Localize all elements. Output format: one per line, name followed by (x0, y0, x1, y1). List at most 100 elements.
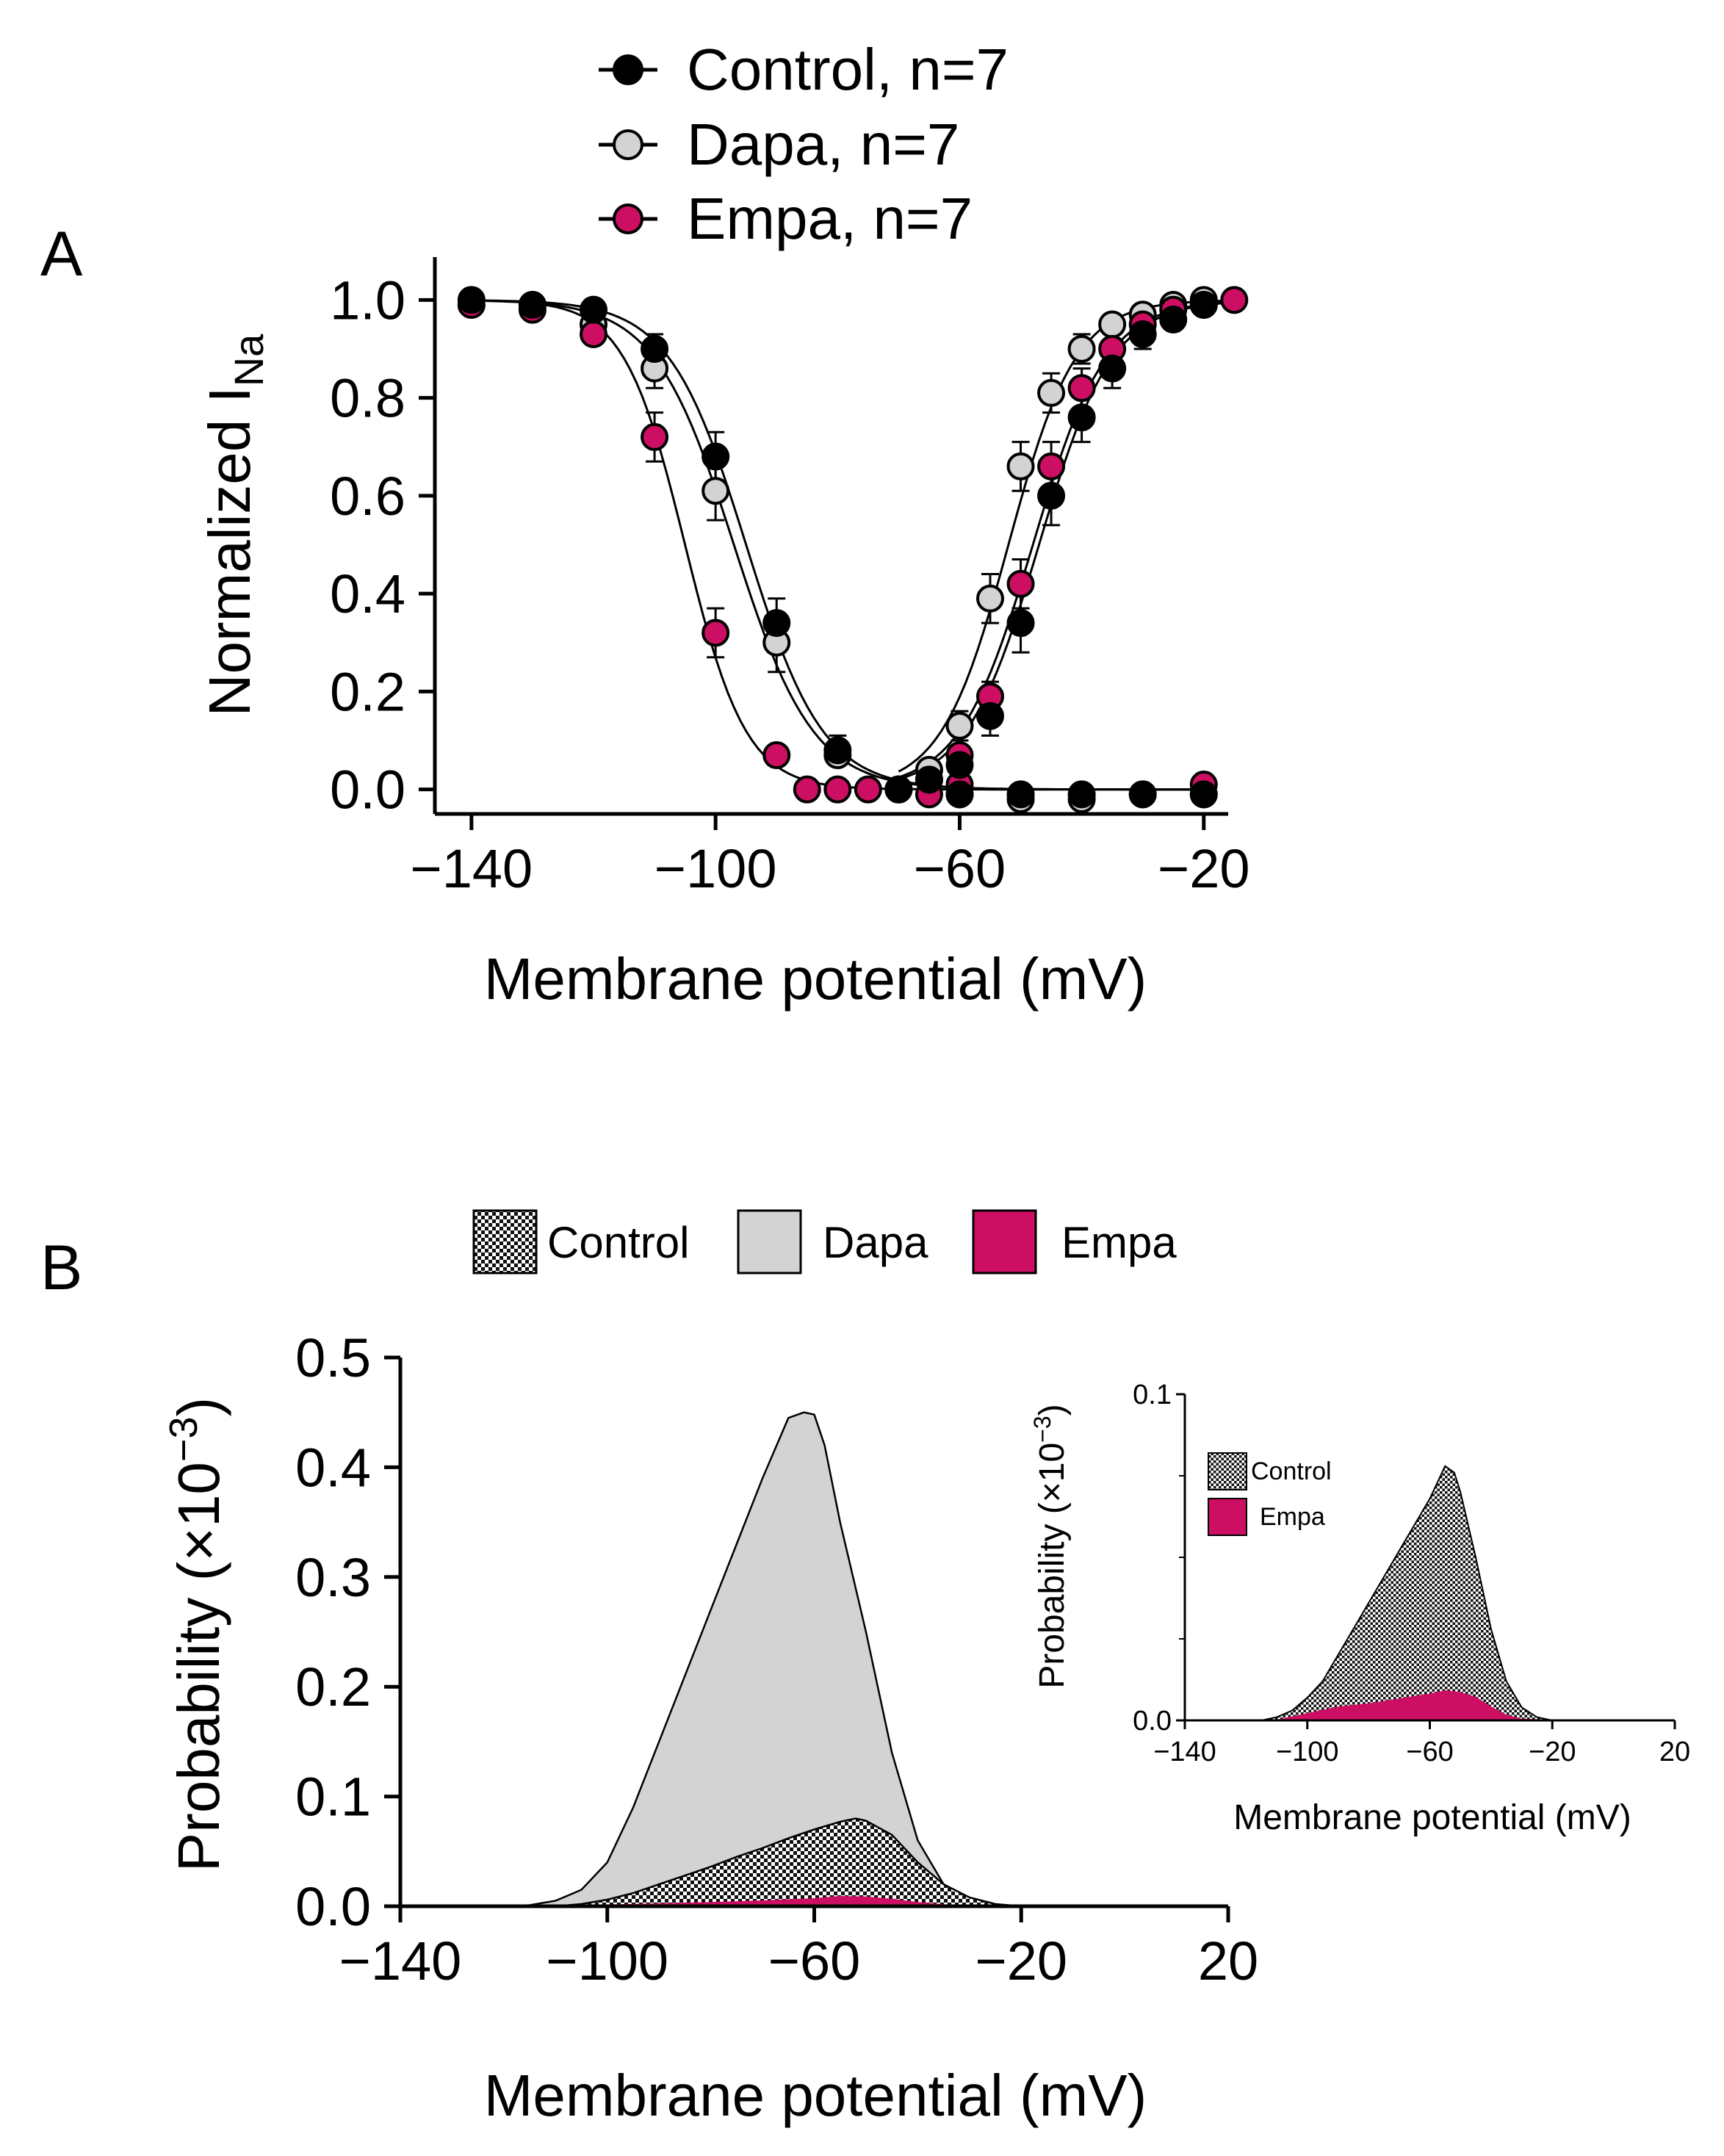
legend-b-control-swatch (472, 1209, 538, 1275)
point-control-inactivation (701, 442, 730, 471)
point-empa-inactivation (701, 619, 730, 647)
point-control-inactivation (884, 775, 913, 804)
legend-inset-empa-label: Empa (1260, 1503, 1325, 1531)
point-control-inactivation (580, 295, 607, 324)
x-tick-label-a: −140 (411, 838, 533, 899)
area-control-inset (1185, 1465, 1675, 1721)
x-tick-label-inset: −20 (1529, 1737, 1576, 1767)
x-tick-label-b: −60 (768, 1930, 861, 1991)
legend-a-empa: Empa, n=7 (599, 186, 973, 251)
point-control-inactivation (945, 780, 974, 809)
point-dapa-activation (945, 712, 974, 740)
y-tick-label-b: 0.4 (295, 1437, 371, 1498)
tick-labels-b: −140 −100 −60 −20 20 0.0 0.1 0.2 0.3 0.4 0.5 (295, 1327, 1258, 1991)
point-control-inactivation (1189, 780, 1218, 809)
point-empa-activation (1037, 452, 1066, 480)
legend-a-empa-marker (613, 203, 643, 234)
y-tick-label-inset: 0.1 (1133, 1380, 1172, 1410)
y-axis-title-inset-main: Probability (×10 (1033, 1443, 1072, 1689)
legend-b-control: Control (472, 1209, 689, 1275)
fit-curve-inactivation-control (471, 299, 1204, 791)
x-axis-title-b: Membrane potential (mV) (484, 2063, 1147, 2128)
y-axis-title-b-main: Probability (×10 (166, 1462, 231, 1872)
point-dapa-inactivation (701, 477, 730, 505)
y-tick-label-b: 0.0 (295, 1876, 371, 1937)
panel-b: B Control Dapa Empa −140 −100 −60 −20 20 0.0 0… (40, 1209, 1690, 2128)
axes-inset (1176, 1393, 1676, 1729)
y-axis-title-inset-close: ) (1033, 1404, 1072, 1416)
legend-a: Control, n=7 Dapa, n=7 Empa, n=7 (599, 37, 1009, 251)
legend-a-dapa: Dapa, n=7 (599, 112, 959, 177)
point-control-activation (976, 702, 1004, 730)
point-control-activation (945, 751, 974, 779)
x-tick-label-a: −60 (914, 838, 1006, 899)
legend-b-empa-label: Empa (1061, 1218, 1177, 1267)
x-axis-title-inset: Membrane potential (mV) (1233, 1798, 1631, 1837)
x-tick-label-inset: 20 (1659, 1737, 1690, 1767)
fit-curve-inactivation-dapa (471, 299, 1204, 791)
point-empa-activation (1220, 286, 1249, 314)
y-axis-title-inset-exp: −3 (1029, 1416, 1056, 1442)
y-tick-label-b: 0.3 (295, 1547, 371, 1608)
x-tick-label-a: −100 (654, 838, 777, 899)
point-control-inactivation (1128, 780, 1157, 809)
point-control-inactivation (457, 286, 486, 314)
fit-curve-inactivation-empa (471, 299, 1204, 791)
point-control-activation (1037, 481, 1066, 510)
legend-a-dapa-marker (613, 129, 643, 160)
legend-b: Control Dapa Empa (472, 1209, 1177, 1275)
y-tick-label-a: 0.0 (330, 760, 405, 821)
tick-labels-a: −140 −100 −60 −20 0.0 0.2 0.4 0.6 0.8 1.0 (330, 270, 1249, 899)
point-empa-inactivation (823, 775, 852, 804)
y-tick-label-a: 0.4 (330, 563, 405, 624)
legend-b-control-label: Control (547, 1218, 689, 1267)
legend-b-dapa: Dapa (737, 1209, 928, 1275)
data-points-a (457, 286, 1249, 814)
tick-labels-inset: −140 −100 −60 −20 20 0.0 0.1 (1133, 1380, 1690, 1767)
areas-b (400, 1411, 1228, 1908)
point-empa-activation (1067, 374, 1096, 403)
y-tick-label-b: 0.1 (295, 1767, 371, 1828)
y-tick-label-b: 0.5 (295, 1327, 371, 1388)
point-control-activation (1098, 354, 1127, 383)
y-tick-label-a: 0.8 (330, 368, 405, 429)
point-control-inactivation (518, 290, 547, 319)
point-control-inactivation (1067, 780, 1096, 809)
x-tick-label-b: −100 (546, 1930, 668, 1991)
legend-inset-control-label: Control (1251, 1457, 1332, 1485)
fit-curve-activation-dapa (898, 299, 1235, 773)
y-axis-title-a: Normalized INa (197, 334, 272, 716)
legend-a-empa-label: Empa, n=7 (687, 186, 973, 251)
legend-a-control: Control, n=7 (599, 37, 1009, 102)
legend-inset-control-swatch (1208, 1452, 1247, 1490)
inset-chart: −140 −100 −60 −20 20 0.0 0.1 Control Empa Memb… (1029, 1380, 1690, 1837)
axes-b (384, 1355, 1230, 1922)
legend-a-control-marker (613, 54, 643, 85)
legend-b-empa: Empa (972, 1209, 1177, 1275)
y-axis-title-a-sub: Na (226, 334, 272, 386)
legend-b-empa-swatch (972, 1209, 1037, 1275)
point-control-activation (915, 765, 943, 794)
x-tick-label-b: −20 (975, 1930, 1067, 1991)
point-dapa-activation (1067, 334, 1096, 363)
y-axis-title-a-main: Normalized I (197, 386, 262, 716)
legend-inset-empa-swatch (1208, 1498, 1247, 1536)
point-control-activation (1006, 609, 1035, 638)
point-control-activation (1128, 320, 1157, 348)
x-tick-label-inset: −60 (1406, 1737, 1453, 1767)
legend-a-control-label: Control, n=7 (687, 37, 1009, 102)
point-empa-inactivation (641, 422, 669, 451)
point-empa-inactivation (762, 741, 791, 770)
x-tick-label-inset: −100 (1276, 1737, 1339, 1767)
panel-b-label: B (40, 1233, 82, 1303)
y-axis-title-inset: Probability (×10−3) (1029, 1404, 1072, 1688)
area-empa-inset (1185, 1690, 1675, 1721)
legend-a-dapa-label: Dapa, n=7 (687, 112, 959, 177)
y-tick-label-inset: 0.0 (1133, 1706, 1172, 1737)
point-dapa-activation (1006, 452, 1035, 480)
y-tick-label-a: 1.0 (330, 270, 405, 331)
point-empa-inactivation (793, 775, 821, 804)
legend-inset: Control Empa (1208, 1452, 1332, 1536)
point-control-inactivation (823, 736, 852, 765)
